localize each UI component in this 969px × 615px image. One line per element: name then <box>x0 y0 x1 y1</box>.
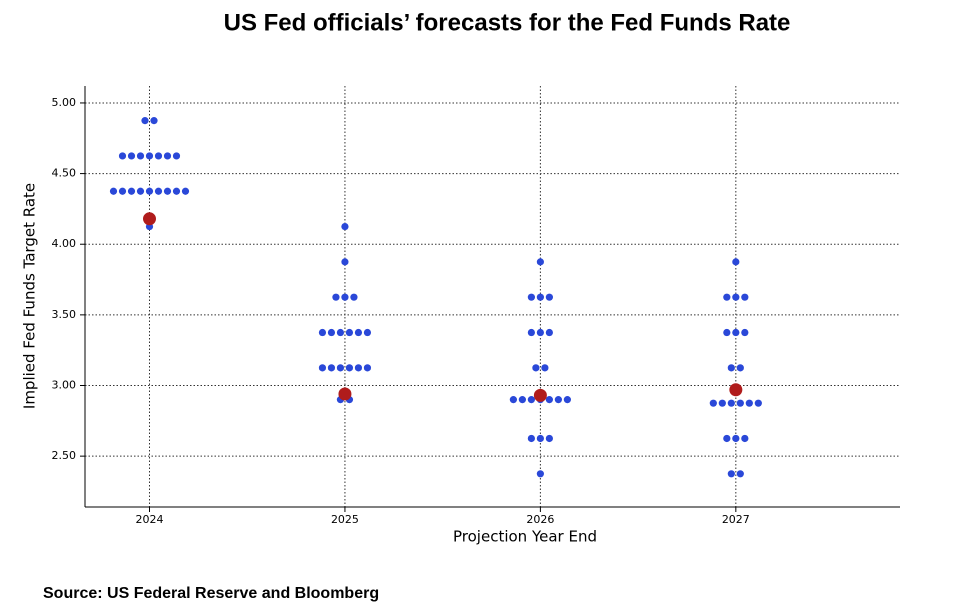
y-tick-label: 3.50 <box>52 308 77 321</box>
dot <box>341 222 349 231</box>
dot <box>509 396 517 404</box>
dot <box>532 364 540 372</box>
dot <box>536 293 544 301</box>
x-tick-label: 2024 <box>135 513 163 526</box>
dot <box>741 328 749 337</box>
market-dot <box>729 383 743 397</box>
chart-title: US Fed officials’ forecasts for the Fed … <box>224 9 791 36</box>
dot <box>332 293 340 301</box>
dot <box>723 293 731 301</box>
dot <box>336 364 345 372</box>
y-axis-label: Implied Fed Funds Target Rate <box>21 183 39 409</box>
dot <box>363 328 372 337</box>
dot <box>727 399 735 407</box>
dot <box>723 328 731 337</box>
y-tick-label: 3.00 <box>52 379 77 392</box>
dot <box>536 328 544 337</box>
y-tick-label: 2.50 <box>52 449 77 462</box>
dot <box>154 152 163 160</box>
dot <box>732 328 740 337</box>
dot <box>736 399 744 407</box>
dot <box>736 470 744 478</box>
dot <box>150 117 158 125</box>
y-tick-label: 5.00 <box>52 96 77 109</box>
dot <box>732 434 740 443</box>
dot <box>118 152 127 160</box>
dot <box>527 328 535 337</box>
dot <box>136 187 145 195</box>
dot <box>172 152 181 160</box>
dot <box>736 364 744 372</box>
dot <box>727 364 735 372</box>
dot <box>354 364 363 372</box>
dot <box>518 396 526 404</box>
x-axis-label: Projection Year End <box>453 528 597 546</box>
dot <box>527 396 535 404</box>
dot <box>718 399 726 407</box>
dot <box>727 470 735 478</box>
dot <box>732 293 740 301</box>
dot <box>163 152 172 160</box>
x-tick-label: 2025 <box>331 513 359 526</box>
dot <box>127 152 136 160</box>
dot <box>732 258 740 266</box>
dot <box>723 434 731 443</box>
market-dot <box>533 388 547 402</box>
dot <box>536 470 544 478</box>
dot <box>172 187 181 195</box>
dot <box>350 293 358 301</box>
dot <box>741 434 749 443</box>
dot <box>327 364 336 372</box>
dot <box>536 258 544 266</box>
dot <box>327 328 336 337</box>
dot <box>163 187 172 195</box>
y-tick-label: 4.50 <box>52 167 77 180</box>
dot <box>363 364 372 372</box>
market-dot <box>142 212 156 226</box>
x-tick-label: 2026 <box>526 513 554 526</box>
dot <box>754 399 762 407</box>
dot <box>336 328 345 337</box>
dot <box>318 364 327 372</box>
dot <box>545 293 553 301</box>
dot <box>541 364 549 372</box>
source-note: Source: US Federal Reserve and Bloomberg <box>43 585 379 602</box>
dot <box>554 396 562 404</box>
dot <box>136 152 145 160</box>
dot <box>345 364 354 372</box>
dot <box>354 328 363 337</box>
dot <box>141 117 149 125</box>
dot <box>745 399 753 407</box>
dot <box>345 328 354 337</box>
dot <box>545 328 553 337</box>
dot <box>127 187 136 195</box>
dot <box>545 396 553 404</box>
dot <box>145 152 154 160</box>
dot <box>527 293 535 301</box>
dot <box>536 434 544 443</box>
dot <box>318 328 327 337</box>
dot <box>145 187 154 195</box>
dot <box>545 434 553 443</box>
dot <box>341 258 349 266</box>
market-dot <box>338 387 352 401</box>
dot <box>341 293 349 301</box>
dot <box>109 187 118 195</box>
dot <box>181 187 190 195</box>
dot <box>527 434 535 443</box>
dot <box>709 399 717 407</box>
dot <box>741 293 749 301</box>
dot <box>563 396 571 404</box>
dot <box>154 187 163 195</box>
y-tick-label: 4.00 <box>52 237 77 250</box>
dot <box>118 187 127 195</box>
x-tick-label: 2027 <box>722 513 750 526</box>
